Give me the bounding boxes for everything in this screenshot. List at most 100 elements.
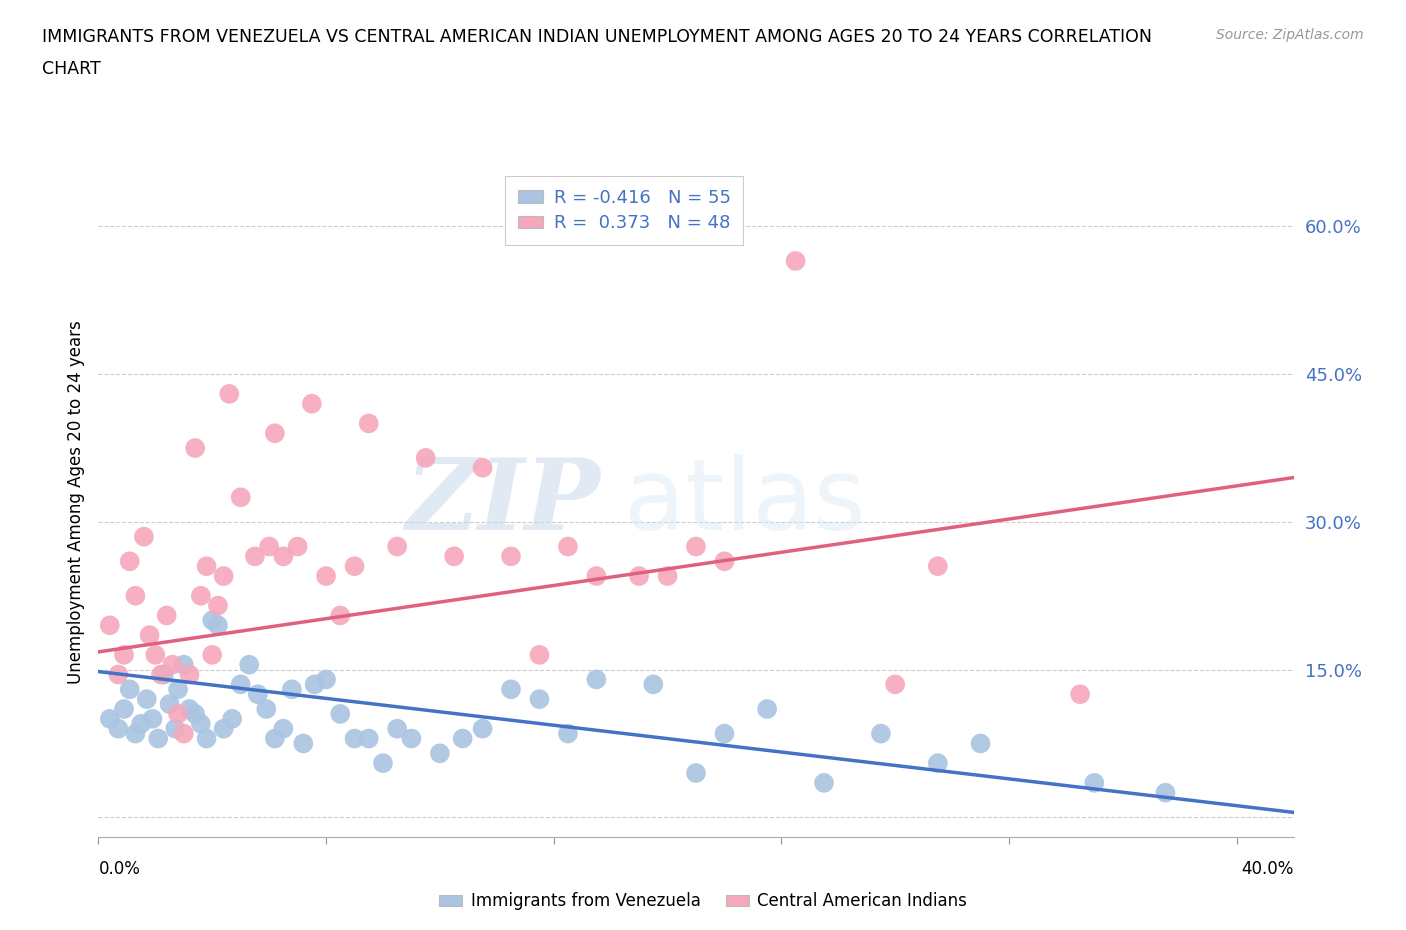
Point [329,707,352,722]
Point [159,697,181,711]
Point [927,756,949,771]
Point [585,672,607,687]
Text: CHART: CHART [42,60,101,78]
Point [273,549,295,564]
Point [118,554,141,569]
Point [385,539,409,554]
Point [98,618,121,632]
Legend: R = -0.416   N = 55, R =  0.373   N = 48: R = -0.416 N = 55, R = 0.373 N = 48 [505,177,744,245]
Point [257,539,280,554]
Y-axis label: Unemployment Among Ages 20 to 24 years: Unemployment Among Ages 20 to 24 years [66,320,84,684]
Point [184,441,207,456]
Point [129,716,152,731]
Point [643,677,665,692]
Point [1083,776,1105,790]
Point [343,731,366,746]
Point [112,647,135,662]
Point [304,677,326,692]
Point [195,731,218,746]
Point [156,608,179,623]
Point [371,756,394,771]
Point [167,707,190,722]
Point [315,568,337,583]
Point [118,682,141,697]
Point [443,549,465,564]
Text: IMMIGRANTS FROM VENEZUELA VS CENTRAL AMERICAN INDIAN UNEMPLOYMENT AMONG AGES 20 : IMMIGRANTS FROM VENEZUELA VS CENTRAL AME… [42,28,1152,46]
Text: 40.0%: 40.0% [1241,860,1294,878]
Point [112,701,135,716]
Point [173,726,195,741]
Point [415,450,437,465]
Point [429,746,451,761]
Point [107,722,129,737]
Point [229,490,252,505]
Point [301,396,323,411]
Point [179,667,201,682]
Point [207,598,229,613]
Point [263,731,285,746]
Point [184,707,207,722]
Point [585,568,607,583]
Text: atlas: atlas [624,454,866,551]
Point [499,549,522,564]
Point [1154,785,1177,800]
Point [357,731,380,746]
Point [190,716,212,731]
Point [281,682,304,697]
Point [124,726,146,741]
Point [870,726,893,741]
Point [229,677,252,692]
Point [557,726,579,741]
Point [98,711,121,726]
Text: Source: ZipAtlas.com: Source: ZipAtlas.com [1216,28,1364,42]
Point [179,701,201,716]
Point [499,682,522,697]
Point [132,529,155,544]
Point [287,539,309,554]
Point [884,677,907,692]
Point [785,254,807,269]
Legend: Immigrants from Venezuela, Central American Indians: Immigrants from Venezuela, Central Ameri… [432,885,974,917]
Point [212,568,235,583]
Point [150,667,173,682]
Point [212,722,235,737]
Point [471,460,494,475]
Point [107,667,129,682]
Point [153,667,176,682]
Point [165,722,187,737]
Point [221,711,243,726]
Point [162,658,184,672]
Point [148,731,170,746]
Point [124,589,146,604]
Point [343,559,366,574]
Point [315,672,337,687]
Point [195,559,218,574]
Point [254,701,277,716]
Point [243,549,266,564]
Point [1069,686,1091,701]
Point [201,613,224,628]
Point [263,426,285,441]
Point [135,692,157,707]
Point [713,554,735,569]
Point [292,736,315,751]
Point [218,387,240,402]
Point [557,539,579,554]
Point [207,618,229,632]
Point [529,692,551,707]
Point [685,539,707,554]
Point [685,765,707,780]
Point [141,711,163,726]
Point [969,736,991,751]
Point [927,559,949,574]
Point [401,731,423,746]
Point [201,647,224,662]
Point [813,776,835,790]
Point [357,416,380,431]
Point [238,658,260,672]
Point [451,731,474,746]
Text: 0.0%: 0.0% [98,860,141,878]
Point [628,568,651,583]
Point [471,722,494,737]
Point [756,701,779,716]
